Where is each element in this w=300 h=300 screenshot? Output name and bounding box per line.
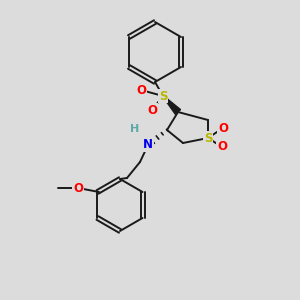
Text: O: O	[147, 103, 157, 116]
Text: O: O	[136, 83, 146, 97]
Text: O: O	[73, 182, 83, 194]
Text: S: S	[204, 131, 212, 145]
Polygon shape	[163, 96, 181, 114]
Text: S: S	[159, 89, 167, 103]
Text: H: H	[130, 124, 140, 134]
Text: O: O	[218, 122, 228, 134]
Text: O: O	[217, 140, 227, 154]
Text: N: N	[143, 139, 153, 152]
